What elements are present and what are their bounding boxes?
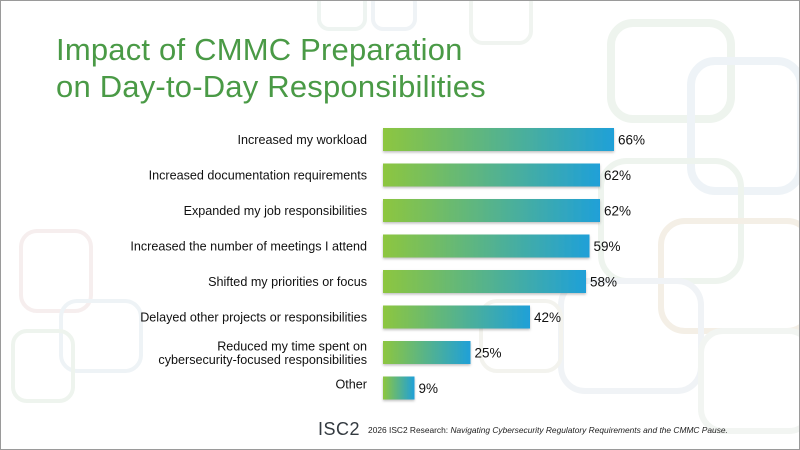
source-citation: 2026 ISC2 Research: Navigating Cybersecu… — [368, 425, 728, 435]
category-label: Shifted my priorities or focus — [208, 275, 367, 289]
data-label: 62% — [604, 204, 631, 219]
bar — [383, 128, 614, 151]
source-title: Navigating Cybersecurity Regulatory Requ… — [450, 424, 728, 435]
category-label: Other — [336, 378, 368, 392]
slide-title: Impact of CMMC Preparation on Day-to-Day… — [56, 31, 486, 105]
title-line-1: Impact of CMMC Preparation — [56, 32, 463, 67]
bar — [383, 305, 530, 329]
category-label: Expanded my job responsibilities — [184, 204, 367, 218]
source-prefix: 2026 ISC2 Research: — [368, 424, 451, 435]
data-label: 58% — [590, 275, 617, 290]
bar — [383, 270, 586, 293]
bar — [383, 341, 471, 364]
footer: ISC2 2026 ISC2 Research: Navigating Cybe… — [318, 419, 728, 440]
bar — [383, 234, 590, 258]
data-label: 66% — [618, 133, 645, 148]
category-label: Reduced my time spent on cybersecurity-fo… — [158, 339, 367, 367]
data-label: 25% — [475, 346, 502, 361]
data-label: 9% — [419, 381, 439, 396]
isc2-logo: ISC2 — [318, 419, 361, 439]
bar — [383, 163, 600, 187]
category-label: Increased my workload — [238, 133, 368, 147]
category-label: Delayed other projects or responsibiliti… — [140, 311, 367, 325]
category-label: Increased documentation requirements — [149, 169, 367, 183]
bar — [383, 199, 600, 222]
data-label: 59% — [594, 239, 621, 254]
data-label: 42% — [534, 310, 561, 325]
data-label: 62% — [604, 168, 631, 183]
bar — [383, 376, 415, 400]
category-label: Increased the number of meetings I atten… — [130, 240, 367, 254]
title-line-2: on Day-to-Day Responsibilities — [56, 69, 486, 104]
